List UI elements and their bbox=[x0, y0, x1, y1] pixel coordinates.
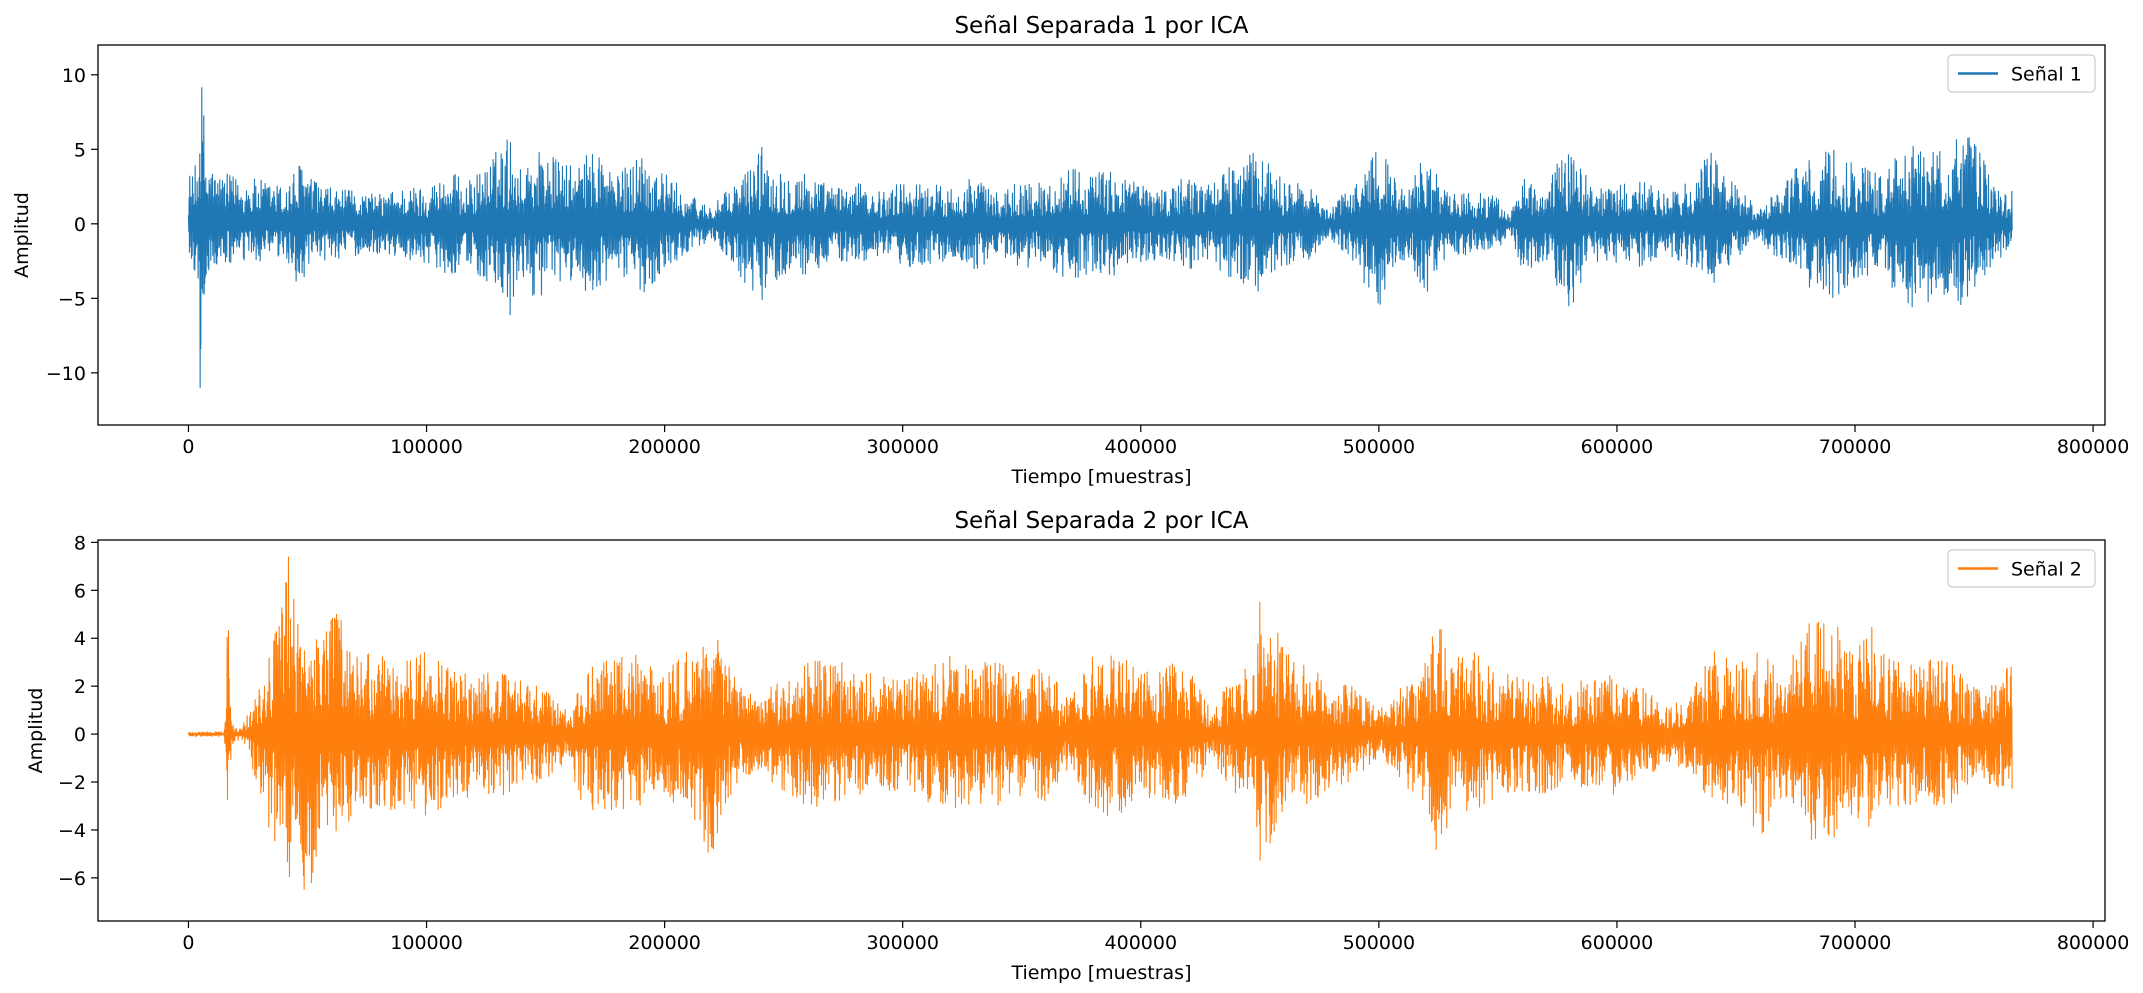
x-tick-label: 200000 bbox=[628, 436, 701, 458]
x-tick-label: 700000 bbox=[1819, 436, 1892, 458]
y-tick-label: 0 bbox=[74, 724, 86, 746]
y-tick-label: 2 bbox=[74, 676, 86, 698]
y-tick-label: −10 bbox=[46, 363, 86, 385]
x-tick-label: 500000 bbox=[1343, 932, 1416, 954]
plot-frame bbox=[97, 44, 2106, 426]
legend-box bbox=[1947, 549, 2096, 588]
x-tick-label: 400000 bbox=[1105, 436, 1178, 458]
x-tick-label: 600000 bbox=[1581, 436, 1654, 458]
x-tick-label: 0 bbox=[182, 436, 194, 458]
x-tick-label: 100000 bbox=[390, 932, 463, 954]
x-axis-title: Tiempo [muestras] bbox=[1011, 466, 1192, 488]
series-line-1 bbox=[187, 87, 2013, 388]
y-tick-label: 5 bbox=[74, 139, 86, 161]
legend-label: Señal 1 bbox=[2011, 64, 2082, 86]
y-tick-label: −6 bbox=[58, 868, 86, 890]
x-tick-label: 300000 bbox=[866, 932, 939, 954]
legend: Señal 2 bbox=[1947, 549, 2096, 588]
y-tick-label: 0 bbox=[74, 214, 86, 236]
y-tick-label: 6 bbox=[74, 580, 86, 602]
y-tick-label: 8 bbox=[74, 532, 86, 554]
series-line-2 bbox=[187, 556, 2013, 890]
y-tick-label: 10 bbox=[62, 65, 86, 87]
legend-label: Señal 2 bbox=[2011, 559, 2082, 581]
x-tick-label: 800000 bbox=[2057, 932, 2130, 954]
x-tick-label: 0 bbox=[182, 932, 194, 954]
x-tick-label: 700000 bbox=[1819, 932, 1892, 954]
chart-title: Señal Separada 1 por ICA bbox=[954, 13, 1248, 39]
plot-frame bbox=[97, 539, 2106, 922]
x-tick-label: 300000 bbox=[866, 436, 939, 458]
x-tick-label: 500000 bbox=[1343, 436, 1416, 458]
chart-signal-2: Señal Separada 2 por ICA 0 100000 200000 300… bbox=[25, 508, 2129, 984]
y-tick-label: −5 bbox=[58, 288, 86, 310]
x-tick-label: 400000 bbox=[1105, 932, 1178, 954]
x-tick-label: 100000 bbox=[390, 436, 463, 458]
x-tick-label: 200000 bbox=[628, 932, 701, 954]
legend-box bbox=[1947, 54, 2096, 93]
y-axis-title: Amplitud bbox=[25, 688, 47, 774]
y-axis-title: Amplitud bbox=[11, 192, 33, 278]
x-tick-label: 600000 bbox=[1581, 932, 1654, 954]
y-tick-label: −2 bbox=[58, 772, 86, 794]
legend: Señal 1 bbox=[1947, 54, 2096, 93]
chart-signal-1: Señal Separada 1 por ICA 0 100000 200000 300… bbox=[11, 13, 2129, 488]
x-tick-label: 800000 bbox=[2057, 436, 2130, 458]
chart-title: Señal Separada 2 por ICA bbox=[954, 508, 1248, 534]
y-tick-label: 4 bbox=[74, 628, 86, 650]
y-tick-label: −4 bbox=[58, 820, 86, 842]
x-axis-title: Tiempo [muestras] bbox=[1011, 962, 1192, 984]
